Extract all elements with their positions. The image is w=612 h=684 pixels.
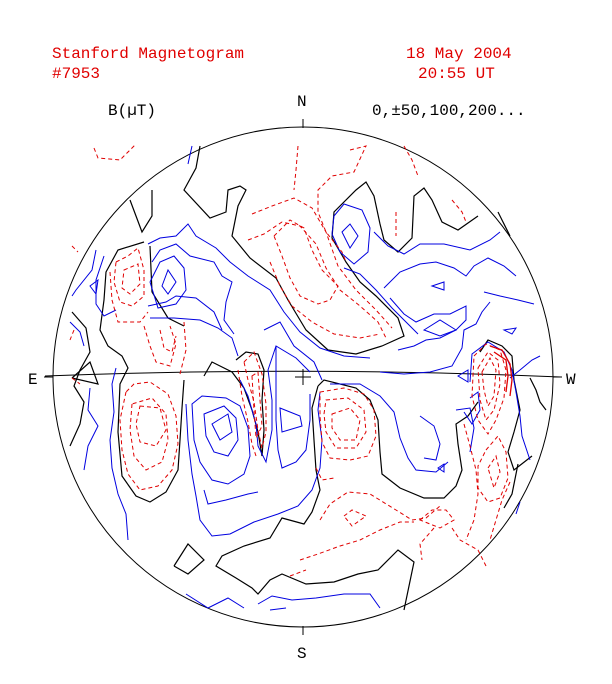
contour-levels-label: 0,±50,100,200... — [372, 102, 526, 120]
neutral-lines — [69, 145, 547, 611]
observation-date: 18 May 2004 — [406, 45, 512, 63]
magnetogram-number: #7953 — [52, 65, 100, 83]
magnetogram-title: Stanford Magnetogram — [52, 45, 244, 63]
positive-field-contours — [69, 143, 511, 577]
negative-field-contours — [69, 145, 541, 611]
compass-east-label: E — [28, 371, 38, 389]
strong-positive-core — [489, 345, 513, 397]
disk-center-cross — [295, 369, 311, 385]
compass-north-label: N — [297, 93, 307, 111]
observation-time: 20:55 UT — [418, 65, 495, 83]
compass-south-label: S — [297, 645, 307, 663]
field-unit-label: B(µT) — [108, 102, 156, 120]
compass-west-label: W — [566, 371, 576, 389]
